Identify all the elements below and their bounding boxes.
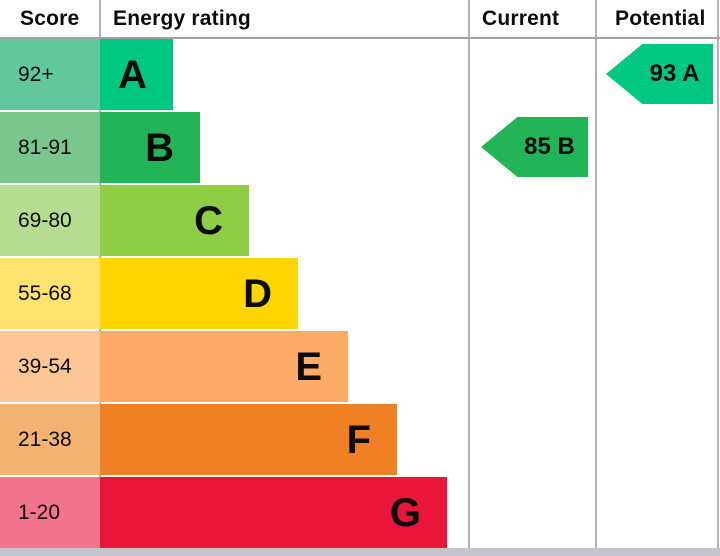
band-row-c: 69-80 C: [0, 185, 720, 256]
band-row-a: 92+ A: [0, 39, 720, 110]
score-range-e: 39-54: [0, 331, 100, 402]
band-bar-g: G: [100, 477, 447, 548]
score-range-f: 21-38: [0, 404, 100, 475]
band-row-d: 55-68 D: [0, 258, 720, 329]
score-range-b: 81-91: [0, 112, 100, 183]
footer-bar: [0, 548, 720, 556]
divider-potential-column: [595, 0, 597, 548]
score-range-g: 1-20: [0, 477, 100, 548]
band-bar-d: D: [100, 258, 298, 329]
header-potential: Potential: [615, 6, 706, 30]
header-current: Current: [482, 6, 560, 30]
current-rating-label: 85 B: [524, 133, 575, 160]
chart-body: 92+ A 81-91 B 69-80 C 55-68 D 39-54 E 21-38 F 1-20 G …: [0, 39, 720, 548]
score-range-c: 69-80: [0, 185, 100, 256]
band-row-f: 21-38 F: [0, 404, 720, 475]
band-row-g: 1-20 G: [0, 477, 720, 548]
score-range-d: 55-68: [0, 258, 100, 329]
header-energy-rating: Energy rating: [113, 6, 251, 30]
potential-rating-label: 93 A: [649, 60, 700, 87]
band-bar-c: C: [100, 185, 249, 256]
bands-container: 92+ A 81-91 B 69-80 C 55-68 D 39-54 E 21-38 F 1-20 G: [0, 39, 720, 548]
band-bar-e: E: [100, 331, 348, 402]
divider-current-column: [468, 0, 470, 548]
band-bar-b: B: [100, 112, 200, 183]
band-row-b: 81-91 B: [0, 112, 720, 183]
band-bar-a: A: [100, 39, 173, 110]
chart-header: Score Energy rating Current Potential: [0, 0, 720, 39]
band-bar-f: F: [100, 404, 397, 475]
score-range-a: 92+: [0, 39, 100, 110]
band-row-e: 39-54 E: [0, 331, 720, 402]
header-score: Score: [20, 6, 80, 30]
chart-right-border: [717, 0, 719, 548]
